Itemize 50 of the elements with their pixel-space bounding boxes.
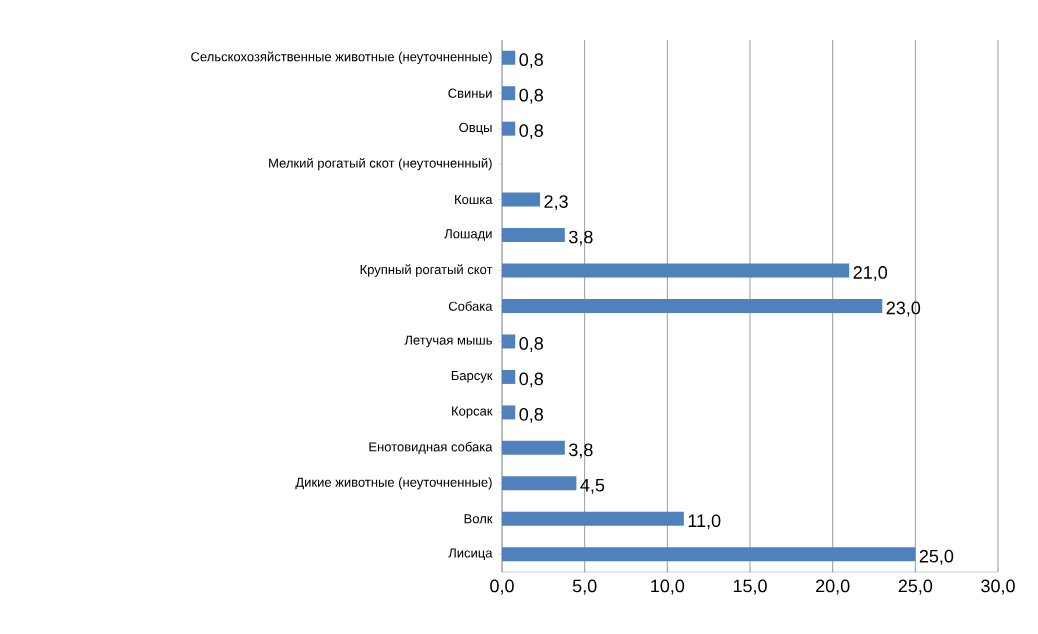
data-label: 3,8 (569, 230, 593, 246)
data-label: 25,0 (919, 549, 954, 565)
y-tick-label: Собака (448, 301, 493, 311)
data-label: 4,5 (580, 478, 605, 494)
data-label: 0,8 (519, 407, 543, 423)
data-label: 2,3 (544, 195, 568, 211)
y-tick-label: Летучая мышь (404, 335, 492, 348)
data-label: 23,0 (886, 301, 921, 317)
bar (502, 440, 565, 455)
y-tick-label: Свиньи (448, 88, 492, 98)
x-tick-label: 20,0 (816, 579, 850, 595)
x-tick-label: 15,0 (733, 579, 767, 595)
bar (502, 86, 516, 101)
bar (502, 511, 684, 526)
y-tick-label: Крупный рогатый скот (360, 264, 493, 277)
y-tick-label: Овцы (459, 122, 492, 135)
bar (502, 405, 516, 420)
y-tick-label: Сельскохозяйственные животные (неуточненные) (191, 51, 492, 64)
data-label: 3,8 (569, 443, 593, 459)
x-tick-label: 10,0 (651, 579, 685, 595)
y-tick-label: Барсук (451, 371, 493, 383)
y-tick-label: Корсак (452, 406, 493, 419)
bar (502, 547, 916, 562)
y-tick-label: Дикие животные (неуточненные) (295, 477, 492, 490)
data-label: 21,0 (853, 266, 888, 281)
x-tick-label: 5,0 (572, 579, 597, 595)
bar (502, 192, 541, 207)
bar (502, 299, 883, 313)
x-tick-label: 0,0 (490, 579, 514, 595)
data-label: 0,8 (519, 372, 543, 388)
bar (502, 228, 565, 243)
x-tick-label: 25,0 (898, 579, 933, 595)
x-tick-label: 30,0 (981, 579, 1015, 595)
data-label: 0,8 (519, 53, 543, 69)
data-label: 0,8 (519, 124, 543, 140)
y-tick-label: Лисица (448, 548, 493, 561)
y-tick-label: Кошка (455, 195, 493, 205)
data-label: 11,0 (688, 514, 721, 530)
bar (502, 476, 577, 491)
y-tick-label: Волк (464, 514, 493, 524)
y-tick-label: Енотовидная собака (369, 441, 493, 454)
bar (502, 263, 850, 278)
y-tick-label: Мелкий рогатый скот (неуточненный) (269, 157, 492, 171)
bar (502, 369, 516, 384)
data-label: 0,8 (519, 337, 543, 352)
y-tick-label: Лошади (444, 229, 492, 241)
bar (502, 121, 516, 136)
bar (502, 334, 516, 349)
bar (502, 50, 516, 65)
data-label: 0,8 (519, 88, 543, 104)
